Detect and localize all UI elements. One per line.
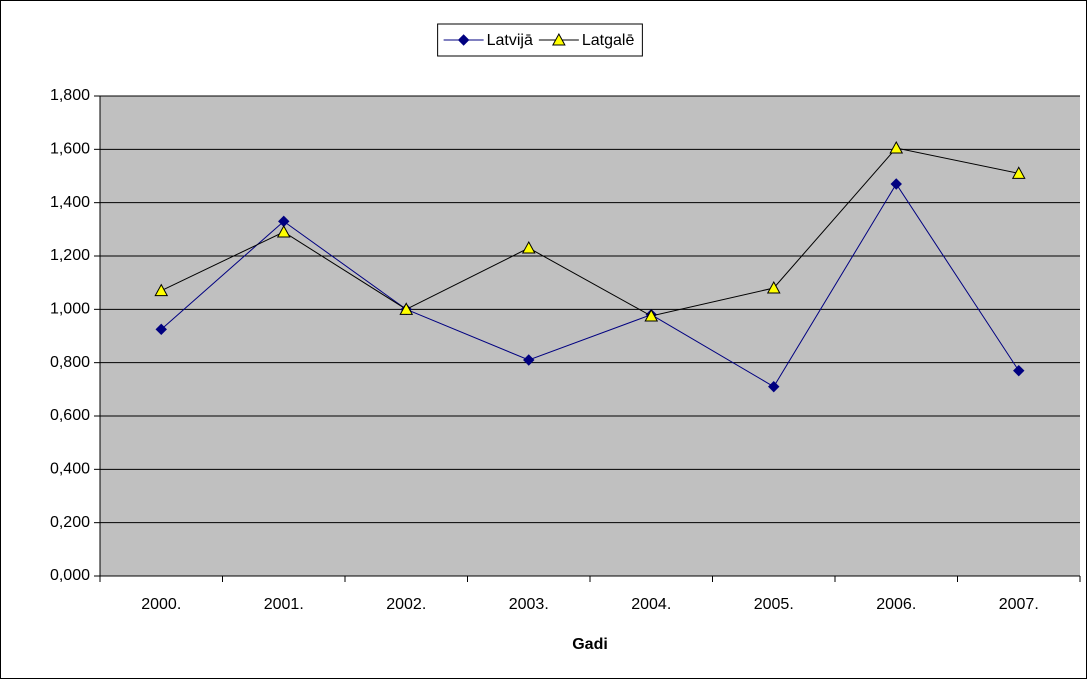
x-axis-title: Gadi xyxy=(572,636,608,653)
y-tick-label: 0,400 xyxy=(50,461,90,478)
x-tick-label: 2005. xyxy=(754,596,794,613)
x-tick-label: 2004. xyxy=(631,596,671,613)
y-tick-label: 0,800 xyxy=(50,354,90,371)
y-tick-label: 0,200 xyxy=(50,514,90,531)
legend-marker xyxy=(457,34,470,46)
y-tick-label: 1,600 xyxy=(50,141,90,158)
y-tick-label: 1,400 xyxy=(50,194,90,211)
x-tick-label: 2002. xyxy=(386,596,426,613)
data-point xyxy=(644,308,659,322)
data-point xyxy=(521,240,536,254)
x-tick-label: 2006. xyxy=(876,596,916,613)
series-line xyxy=(160,183,1020,388)
y-tick-label: 1,800 xyxy=(50,87,90,104)
y-tick-label: 1,200 xyxy=(50,247,90,264)
data-point xyxy=(155,323,167,336)
legend: Latvijā Latgalē xyxy=(437,23,643,57)
x-tick-label: 2007. xyxy=(999,596,1039,613)
data-point xyxy=(1013,364,1025,377)
data-point xyxy=(768,380,780,393)
legend-label: Latgalē xyxy=(582,32,635,49)
plot-area xyxy=(100,96,1080,576)
data-point xyxy=(276,224,291,238)
data-point xyxy=(1011,166,1026,179)
y-tick-label: 1,000 xyxy=(50,301,90,318)
data-point xyxy=(399,302,414,315)
legend-marker xyxy=(552,32,566,46)
legend-label: Latvijā xyxy=(487,32,533,49)
data-point xyxy=(523,354,535,366)
y-tick-label: 0,600 xyxy=(50,407,90,424)
data-point xyxy=(890,178,902,190)
y-tick-label: 0,000 xyxy=(50,567,90,584)
x-tick-label: 2000. xyxy=(141,596,181,613)
x-tick-label: 2003. xyxy=(509,596,549,613)
x-tick-label: 2001. xyxy=(264,596,304,613)
data-point xyxy=(889,140,904,154)
series-line xyxy=(161,147,1019,317)
data-point xyxy=(766,280,781,294)
data-point xyxy=(154,283,169,297)
